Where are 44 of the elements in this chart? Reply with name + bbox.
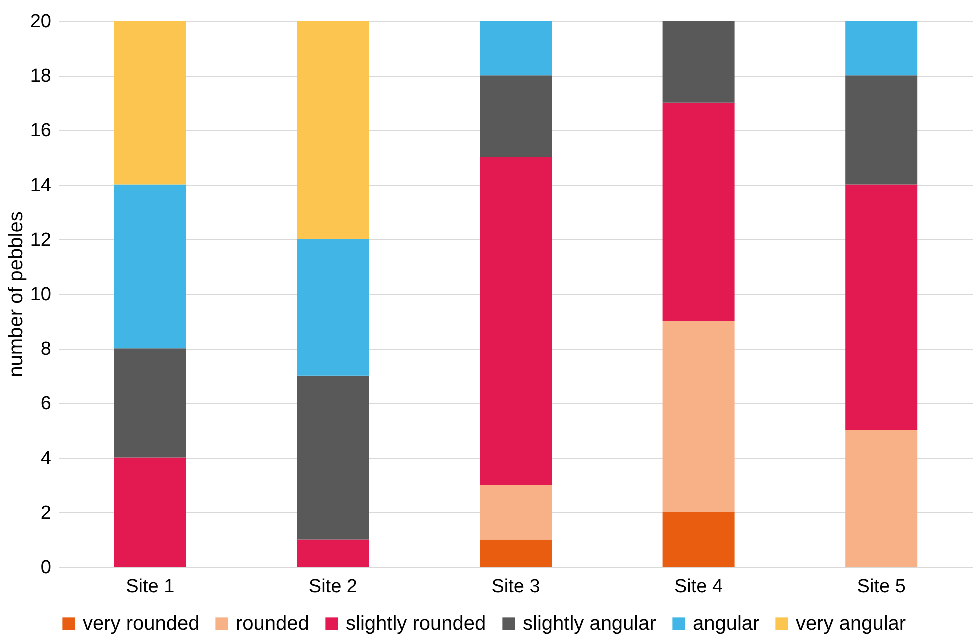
y-tick-label: 18 — [30, 66, 52, 88]
bar — [662, 321, 735, 512]
y-tick-label: 14 — [30, 175, 52, 196]
bar — [297, 21, 370, 240]
bar — [114, 348, 186, 458]
bar — [662, 21, 735, 103]
y-tick-label: 20 — [30, 12, 52, 32]
bar — [846, 184, 918, 430]
bar — [662, 102, 735, 322]
x-tick-label: Site 2 — [308, 576, 358, 598]
y-tick-label: 2 — [40, 502, 52, 524]
bar — [114, 458, 186, 567]
legend-label: rounded — [236, 613, 310, 635]
bar — [846, 76, 918, 185]
bar — [480, 158, 552, 486]
legend-label: very angular — [796, 613, 906, 635]
bar — [846, 21, 918, 76]
x-tick-label: Site 5 — [857, 576, 906, 598]
y-axis-title: number of pebbles — [5, 212, 28, 378]
y-tick-label: 6 — [40, 394, 52, 415]
x-tick-label: Site 4 — [674, 576, 724, 598]
x-tick-label: Site 3 — [492, 576, 540, 598]
legend-label: very rounded — [83, 613, 200, 635]
bar — [297, 376, 370, 540]
legend-label: slightly angular — [523, 613, 657, 635]
y-tick-label: 8 — [40, 339, 52, 360]
bar — [480, 485, 552, 540]
bar — [480, 540, 552, 567]
bar — [662, 512, 735, 567]
legend-label: angular — [693, 613, 760, 635]
legend-label: slightly rounded — [346, 613, 486, 635]
y-tick-label: 10 — [30, 284, 52, 306]
bar — [480, 21, 552, 76]
y-tick-label: 16 — [30, 120, 52, 142]
y-tick-label: 0 — [40, 558, 52, 578]
bar — [114, 21, 186, 185]
bar — [480, 76, 552, 158]
bar — [846, 430, 918, 567]
y-tick-label: 4 — [40, 448, 52, 470]
y-tick-label: 12 — [30, 230, 52, 251]
bar — [114, 184, 186, 349]
x-tick-label: Site 1 — [126, 576, 175, 598]
bar — [297, 540, 370, 567]
bar — [297, 239, 370, 376]
